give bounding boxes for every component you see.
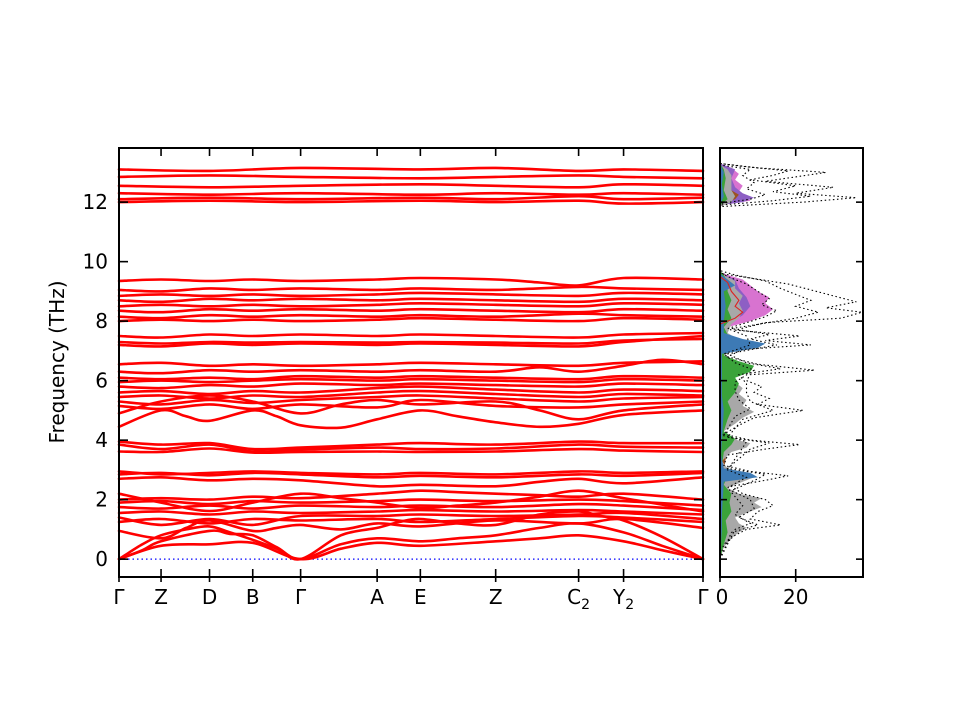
kpoint-label: Γ (295, 585, 307, 609)
kpoint-label: B (246, 585, 260, 609)
y-tick-label: 4 (95, 428, 108, 452)
kpoint-label: C2 (567, 585, 590, 613)
kpoint-label: D (202, 585, 217, 609)
dos-dotted-2 (719, 162, 821, 560)
proj-brown (720, 165, 739, 560)
y-tick-label: 2 (95, 488, 108, 512)
y-tick-label: 12 (83, 190, 108, 214)
y-axis-label: Frequency (THz) (45, 280, 69, 443)
dos-dotted-total (719, 162, 863, 560)
kpoint-label: Γ (113, 585, 125, 609)
kpoint-label: Z (489, 585, 503, 609)
kpoint-label: Γ (697, 585, 709, 609)
kpoint-label: Y2 (612, 585, 634, 613)
dos-x-tick-label: 20 (783, 585, 808, 609)
band-structure-panel (117, 147, 705, 582)
y-tick-label: 0 (95, 547, 108, 571)
dos-panel (719, 147, 864, 582)
phonon-bands (117, 166, 705, 561)
kpoint-label: A (370, 585, 384, 609)
kpoint-label: Z (154, 585, 168, 609)
dos-curves (719, 162, 863, 560)
dos-x-tick-label: 0 (716, 585, 729, 609)
y-tick-label: 8 (95, 309, 108, 333)
kpoint-label: E (414, 585, 427, 609)
proj-red-line (719, 276, 744, 325)
y-tick-label: 10 (83, 250, 108, 274)
y-tick-label: 6 (95, 369, 108, 393)
proj-green (720, 163, 755, 560)
